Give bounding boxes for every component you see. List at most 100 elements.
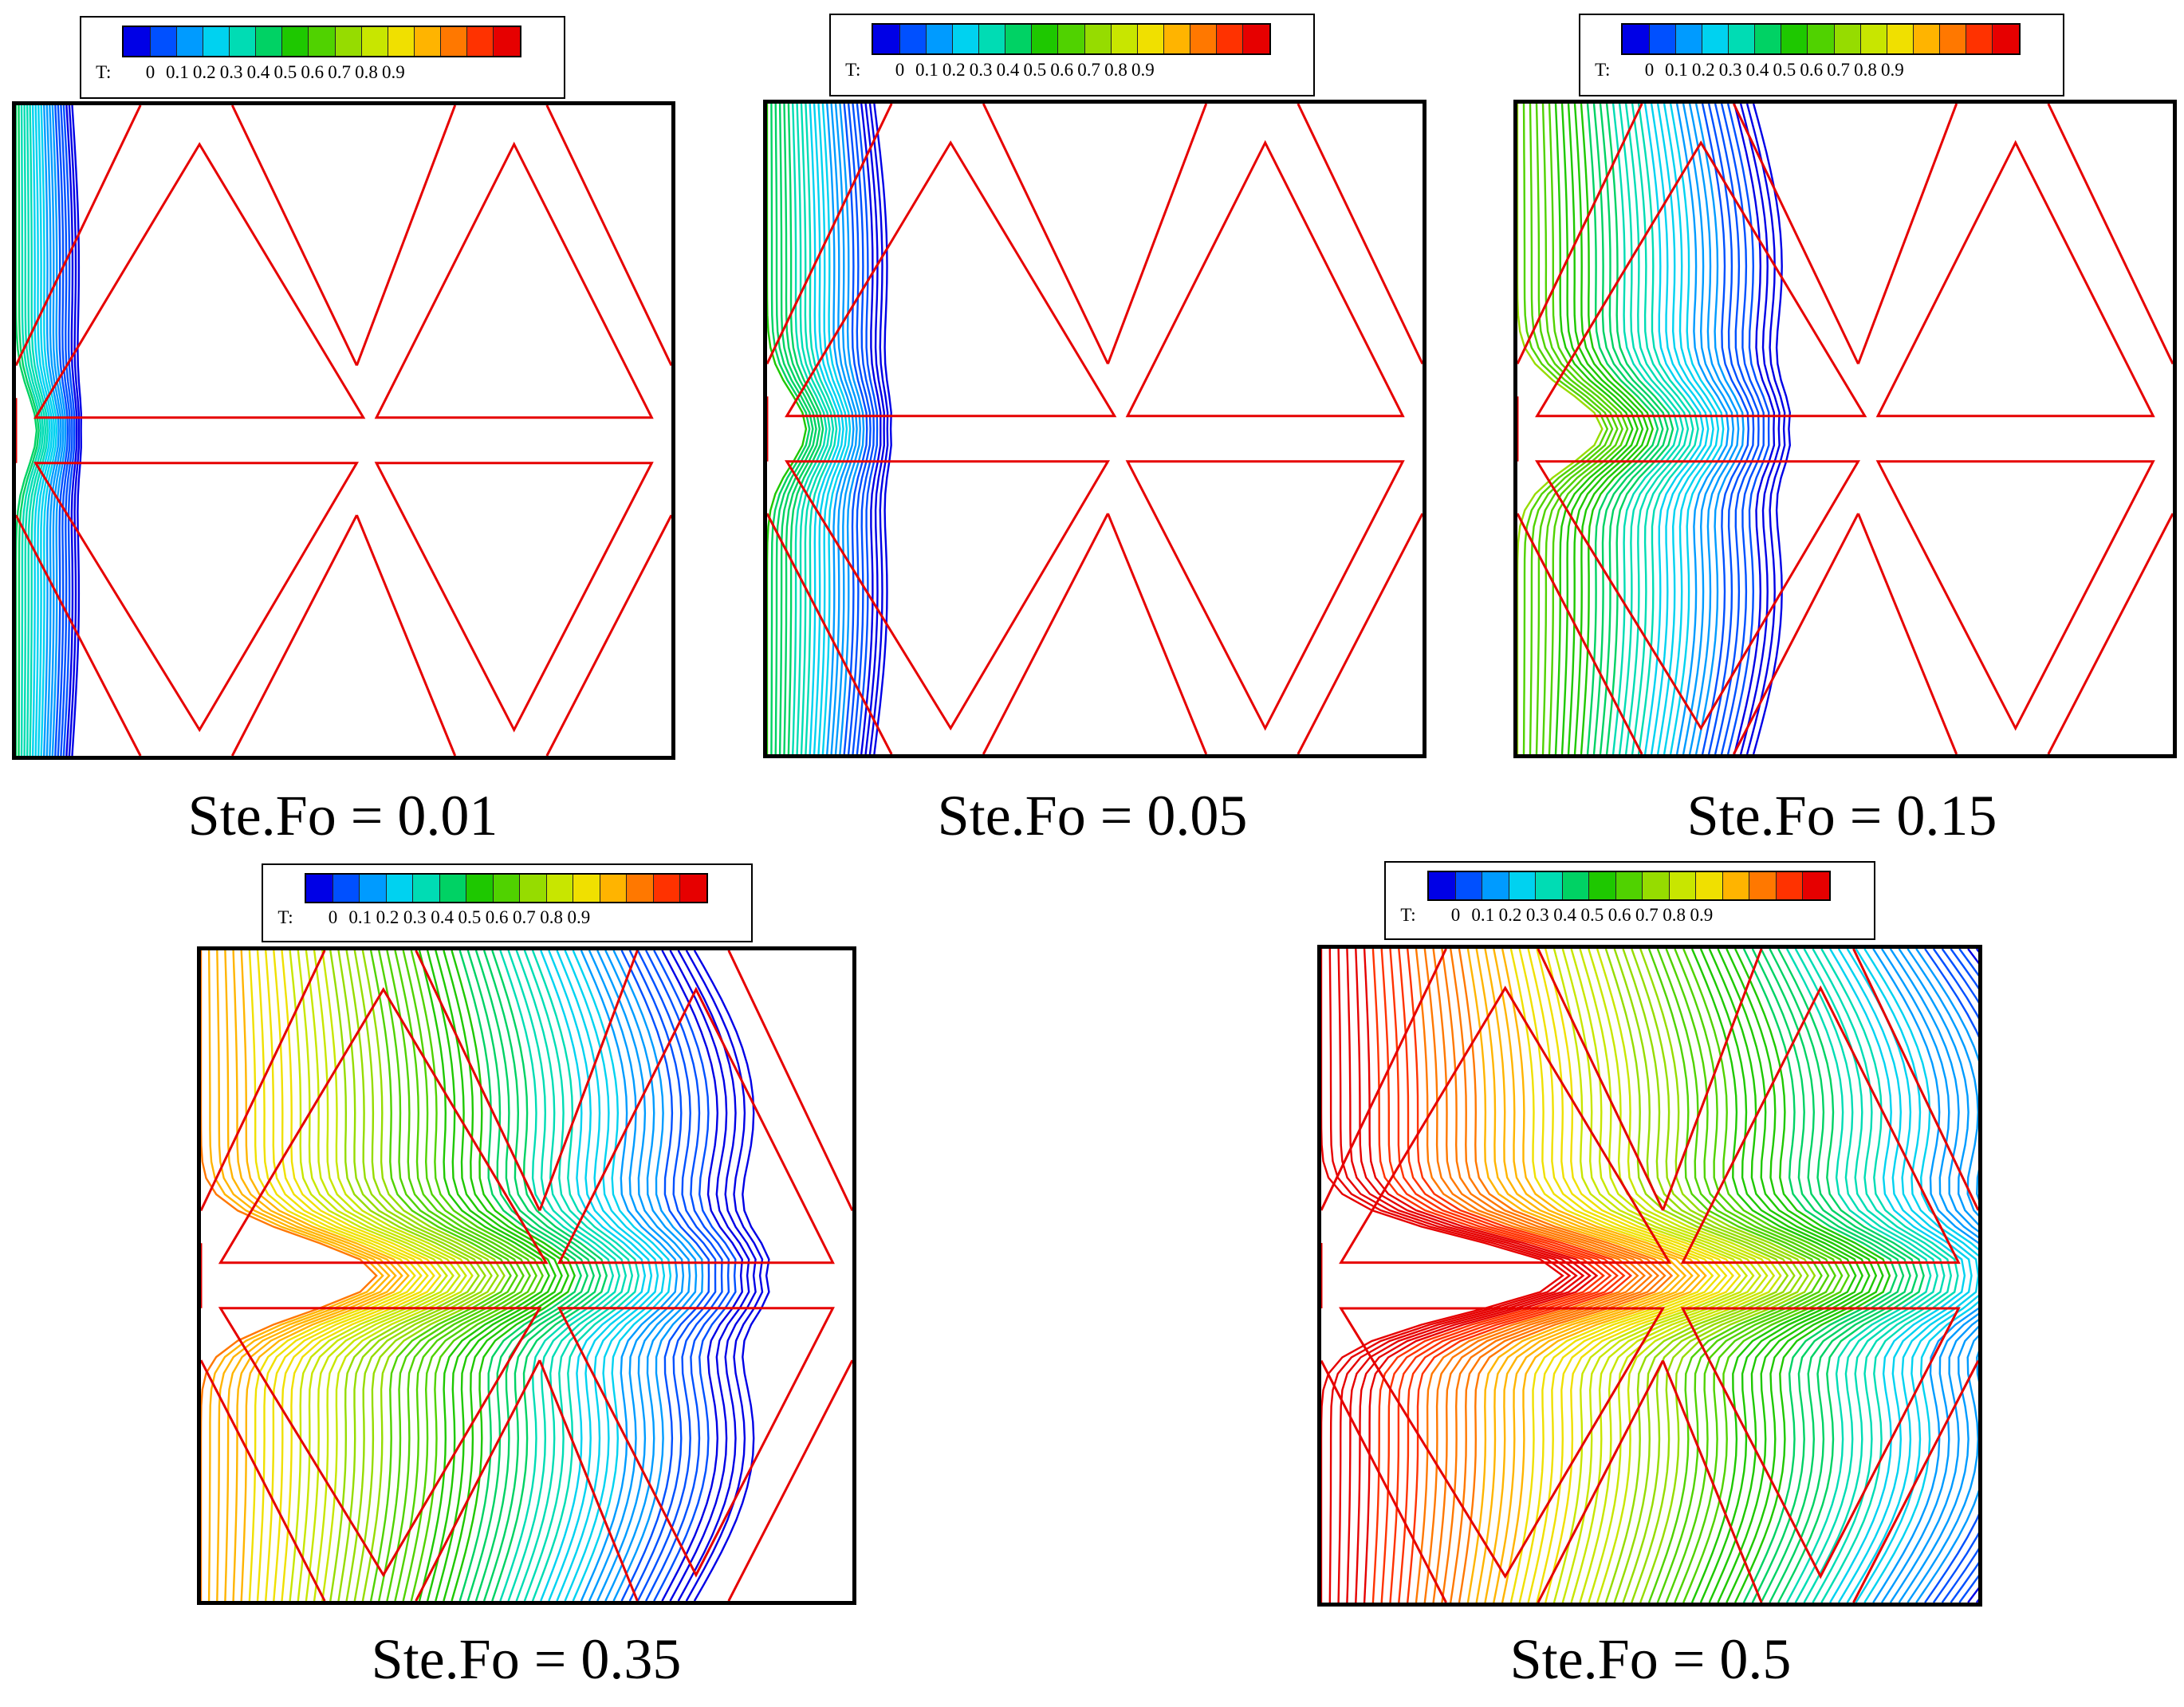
isotherm-line	[1707, 104, 1755, 754]
isotherm-line	[813, 104, 844, 754]
isotherm-line	[26, 105, 47, 756]
fin-outline	[374, 141, 654, 419]
colorbar	[122, 26, 521, 57]
isotherm-line	[1618, 104, 1684, 754]
colorbar-swatch	[493, 875, 521, 903]
fin-outline	[415, 950, 541, 1212]
panel-ste-fo-0-01: T: 0 0.1 0.2 0.3 0.4 0.5 0.6 0.7 0.8 0.9 Ste.Fo = …	[0, 0, 718, 861]
caption: Ste.Fo = 0.05	[937, 784, 1248, 848]
caption: Ste.Fo = 0.5	[1509, 1627, 1792, 1691]
isotherm-line	[830, 104, 858, 754]
colorbar-swatch	[1728, 25, 1756, 53]
temperature-contour-plot	[763, 100, 1426, 758]
colorbar-tick-label: 0.9	[1690, 905, 1714, 926]
isotherm-line	[1650, 104, 1710, 754]
colorbar-swatch	[414, 27, 442, 56]
isotherm-line	[778, 104, 817, 754]
isotherm-line	[1567, 104, 1644, 754]
fin-outline	[16, 514, 142, 756]
colorbar-swatch	[1966, 25, 1993, 53]
isotherm-line	[482, 950, 601, 1601]
colorbar-tick-label: 0.3	[403, 907, 427, 928]
colorbar-swatch	[413, 875, 440, 903]
isotherm-line	[23, 105, 45, 756]
colorbar-swatch	[1834, 25, 1861, 53]
colorbar-variable-label: T:	[96, 62, 112, 82]
isotherm-line	[1380, 949, 1612, 1603]
colorbar-swatch	[1032, 25, 1059, 53]
isotherm-line	[1701, 104, 1750, 754]
isotherm-line	[1573, 104, 1649, 754]
isotherm-line	[540, 950, 647, 1601]
isotherm-line	[1777, 949, 1925, 1603]
isotherm-line	[1880, 949, 1978, 1603]
colorbar-ticks: 0 0.1 0.2 0.3 0.4 0.5 0.6 0.7 0.8 0.9	[1442, 905, 1715, 926]
isotherm-line	[1656, 104, 1714, 754]
colorbar-legend: T: 0 0.1 0.2 0.3 0.4 0.5 0.6 0.7 0.8 0.9	[1384, 861, 1875, 940]
isotherm-line	[1647, 949, 1823, 1603]
isotherm-line	[1639, 949, 1816, 1603]
isotherm-line	[1415, 949, 1639, 1603]
fin-outline	[1857, 513, 1958, 754]
colorbar-swatch	[1702, 25, 1729, 53]
fin-outline	[218, 987, 549, 1265]
fin-outline	[1535, 140, 1867, 418]
isotherm-line	[1682, 104, 1735, 754]
colorbar-swatch	[1536, 872, 1563, 900]
isotherm-line	[860, 104, 882, 754]
colorbar-tick-label: 0.4	[1553, 905, 1576, 926]
isotherm-line	[847, 104, 872, 754]
fin-outline	[2047, 513, 2173, 754]
isotherm-line	[604, 950, 698, 1601]
colorbar-swatch	[467, 27, 494, 56]
isotherm-line	[864, 104, 886, 754]
isotherm-line	[1423, 949, 1647, 1603]
isotherm-line	[1611, 104, 1679, 754]
isotherm-line	[31, 105, 51, 756]
isotherm-line	[16, 105, 38, 756]
colorbar-swatch	[386, 875, 414, 903]
colorbar-swatch	[1913, 25, 1941, 53]
isotherm-line	[1588, 949, 1776, 1603]
colorbar-swatch	[441, 27, 468, 56]
colorbar	[1427, 871, 1831, 902]
isotherm-line	[281, 950, 442, 1601]
colorbar-swatch	[1429, 872, 1456, 900]
colorbar-swatch	[573, 875, 600, 903]
colorbar-tick-label: 0.9	[1131, 60, 1155, 80]
colorbar-tick-label: 0.6	[301, 62, 325, 82]
fin-outline	[1852, 1359, 1978, 1603]
isotherm-line	[329, 950, 480, 1601]
colorbar-legend: T: 0 0.1 0.2 0.3 0.4 0.5 0.6 0.7 0.8 0.9	[829, 14, 1315, 96]
colorbar-swatch	[1776, 872, 1804, 900]
fin-outline	[1297, 104, 1423, 365]
fin-outline	[767, 104, 893, 365]
colorbar-tick-label: 0.7	[1827, 60, 1850, 80]
isotherm-line	[1624, 104, 1690, 754]
isotherm-line	[1656, 949, 1830, 1603]
isotherm-line	[1458, 949, 1674, 1603]
colorbar-swatch	[1058, 25, 1085, 53]
colorbar-tick-label: 0	[328, 907, 338, 928]
colorbar-swatch	[203, 27, 230, 56]
colorbar-swatch	[309, 27, 336, 56]
fin-outline	[1680, 1307, 1961, 1579]
colorbar-swatch	[1137, 25, 1164, 53]
colorbar-swatch	[873, 25, 900, 53]
colorbar-swatch	[600, 875, 628, 903]
isotherm-line	[1509, 949, 1714, 1603]
isotherm-line	[40, 105, 58, 756]
isotherm-line	[1529, 104, 1614, 754]
isotherm-line	[361, 950, 506, 1601]
colorbar-swatch	[1803, 872, 1829, 900]
isotherm-line	[1760, 949, 1911, 1603]
colorbar-swatch	[1589, 872, 1616, 900]
fin-outline	[1321, 949, 1447, 1211]
isotherm-line	[256, 950, 423, 1601]
colorbar-swatch	[1722, 872, 1750, 900]
colorbar-tick-label: 0.5	[1580, 905, 1604, 926]
isotherm-line	[515, 950, 628, 1601]
isotherm-line	[572, 950, 672, 1601]
isotherm-line	[531, 950, 640, 1601]
isotherm-line	[1745, 104, 1786, 754]
